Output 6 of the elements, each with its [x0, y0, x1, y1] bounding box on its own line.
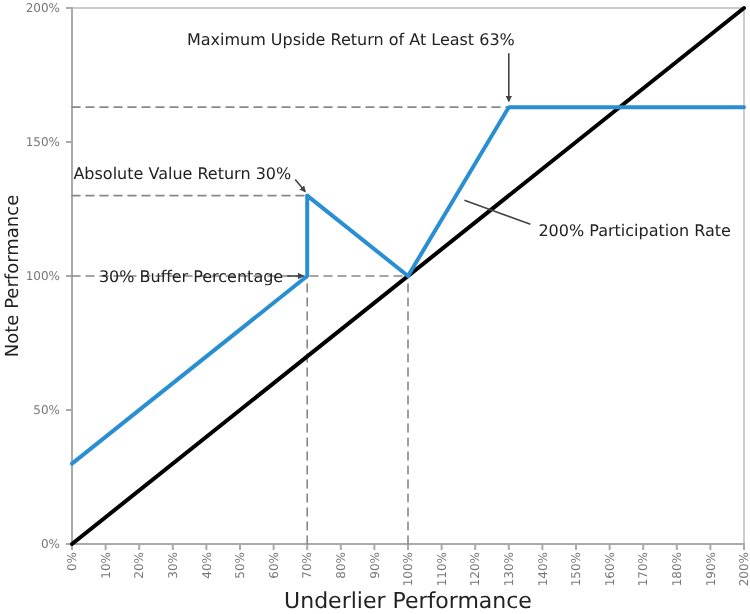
y-axis-title: Note Performance: [4, 193, 24, 358]
annotation: Maximum Upside Return of At Least 63%: [186, 30, 516, 49]
annotation: Absolute Value Return 30%: [73, 165, 292, 184]
x-axis-title: Underlier Performance: [284, 588, 533, 614]
annotation: 30% Buffer Percentage: [98, 267, 284, 286]
annotation: 200% Participation Rate: [538, 221, 732, 240]
